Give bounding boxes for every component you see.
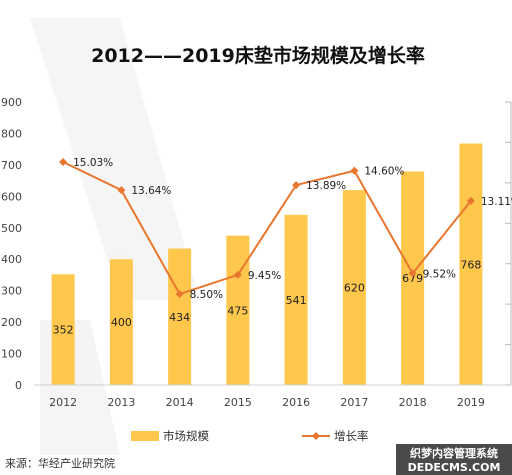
bar — [284, 214, 308, 385]
legend: 市场规模 增长率 — [131, 429, 369, 443]
legend-label-line: 增长率 — [334, 429, 369, 443]
point-value-label: 9.45% — [248, 270, 281, 282]
y-tick-label: 800 — [1, 127, 22, 140]
y-tick-label: 500 — [1, 222, 22, 235]
legend-swatch-bar — [131, 431, 159, 441]
x-axis: 2012 2013 2014 2015 2016 2017 2018 2019 — [34, 384, 506, 409]
chart-title: 2012——2019床垫市场规模及增长率 — [91, 44, 425, 67]
bar-value-label: 620 — [344, 282, 365, 295]
y-tick-label: 700 — [1, 159, 22, 172]
x-tick-label: 2013 — [107, 396, 135, 409]
y-tick-label: 0 — [15, 379, 22, 392]
point-value-label: 13.11% — [481, 196, 512, 208]
line-point — [350, 166, 359, 175]
bar — [51, 274, 75, 385]
x-tick-label: 2017 — [340, 396, 368, 409]
secondary-y-axis — [505, 101, 512, 386]
source-note: 来源：华经产业研究院 — [5, 456, 115, 470]
line-point — [59, 158, 68, 167]
growth-line — [62, 161, 472, 296]
y-tick-label: 900 — [1, 96, 22, 109]
bar-value-label: 541 — [286, 294, 307, 307]
bar — [401, 171, 425, 385]
site-watermark: 织梦内容管理系统 DEDECMS.COM — [396, 444, 512, 475]
bar-value-label: 475 — [227, 304, 248, 317]
bar — [226, 235, 250, 385]
x-tick-label: 2018 — [399, 396, 427, 409]
line-point — [466, 196, 475, 205]
y-tick-label: 600 — [1, 190, 22, 203]
point-value-label: 14.60% — [364, 166, 404, 178]
x-tick-label: 2015 — [224, 396, 252, 409]
legend-label-bar: 市场规模 — [163, 429, 209, 443]
point-value-label: 13.89% — [306, 180, 346, 192]
point-value-label: 8.50% — [190, 289, 223, 301]
bar — [342, 190, 366, 385]
bar-value-label: 434 — [169, 311, 190, 324]
bar-value-label: 679 — [402, 272, 423, 285]
point-value-label: 9.52% — [423, 268, 456, 280]
x-tick-label: 2014 — [166, 396, 194, 409]
bar — [459, 143, 483, 385]
line-point — [408, 269, 417, 278]
bar — [109, 259, 133, 385]
point-value-label: 15.03% — [73, 157, 113, 169]
site-watermark-line1: 织梦内容管理系统 — [410, 446, 498, 460]
line-series: 15.03% 13.64% 8.50% 9.45% 13.89% 14.60% 9.52% 1… — [59, 157, 512, 301]
bar-value-label: 768 — [460, 258, 481, 271]
line-point — [175, 290, 184, 299]
x-tick-label: 2016 — [282, 396, 310, 409]
line-point — [233, 270, 242, 279]
site-watermark-line2: DEDECMS.COM — [408, 461, 501, 474]
y-axis: 0 100 200 300 400 500 600 700 800 900 — [1, 96, 22, 392]
line-point — [117, 186, 126, 195]
x-tick-label: 2019 — [457, 396, 485, 409]
point-value-label: 13.64% — [131, 185, 171, 197]
x-tick-label: 2012 — [49, 396, 77, 409]
y-tick-label: 100 — [1, 348, 22, 361]
y-tick-label: 300 — [1, 285, 22, 298]
line-point — [292, 181, 301, 190]
y-tick-label: 200 — [1, 316, 22, 329]
y-tick-label: 400 — [1, 253, 22, 266]
legend-marker — [312, 432, 320, 440]
bar-value-label: 400 — [111, 316, 132, 329]
bar-series: 352 400 434 475 541 620 679 768 — [51, 143, 483, 385]
background-watermark — [30, 18, 200, 455]
bar-value-label: 352 — [53, 324, 74, 337]
